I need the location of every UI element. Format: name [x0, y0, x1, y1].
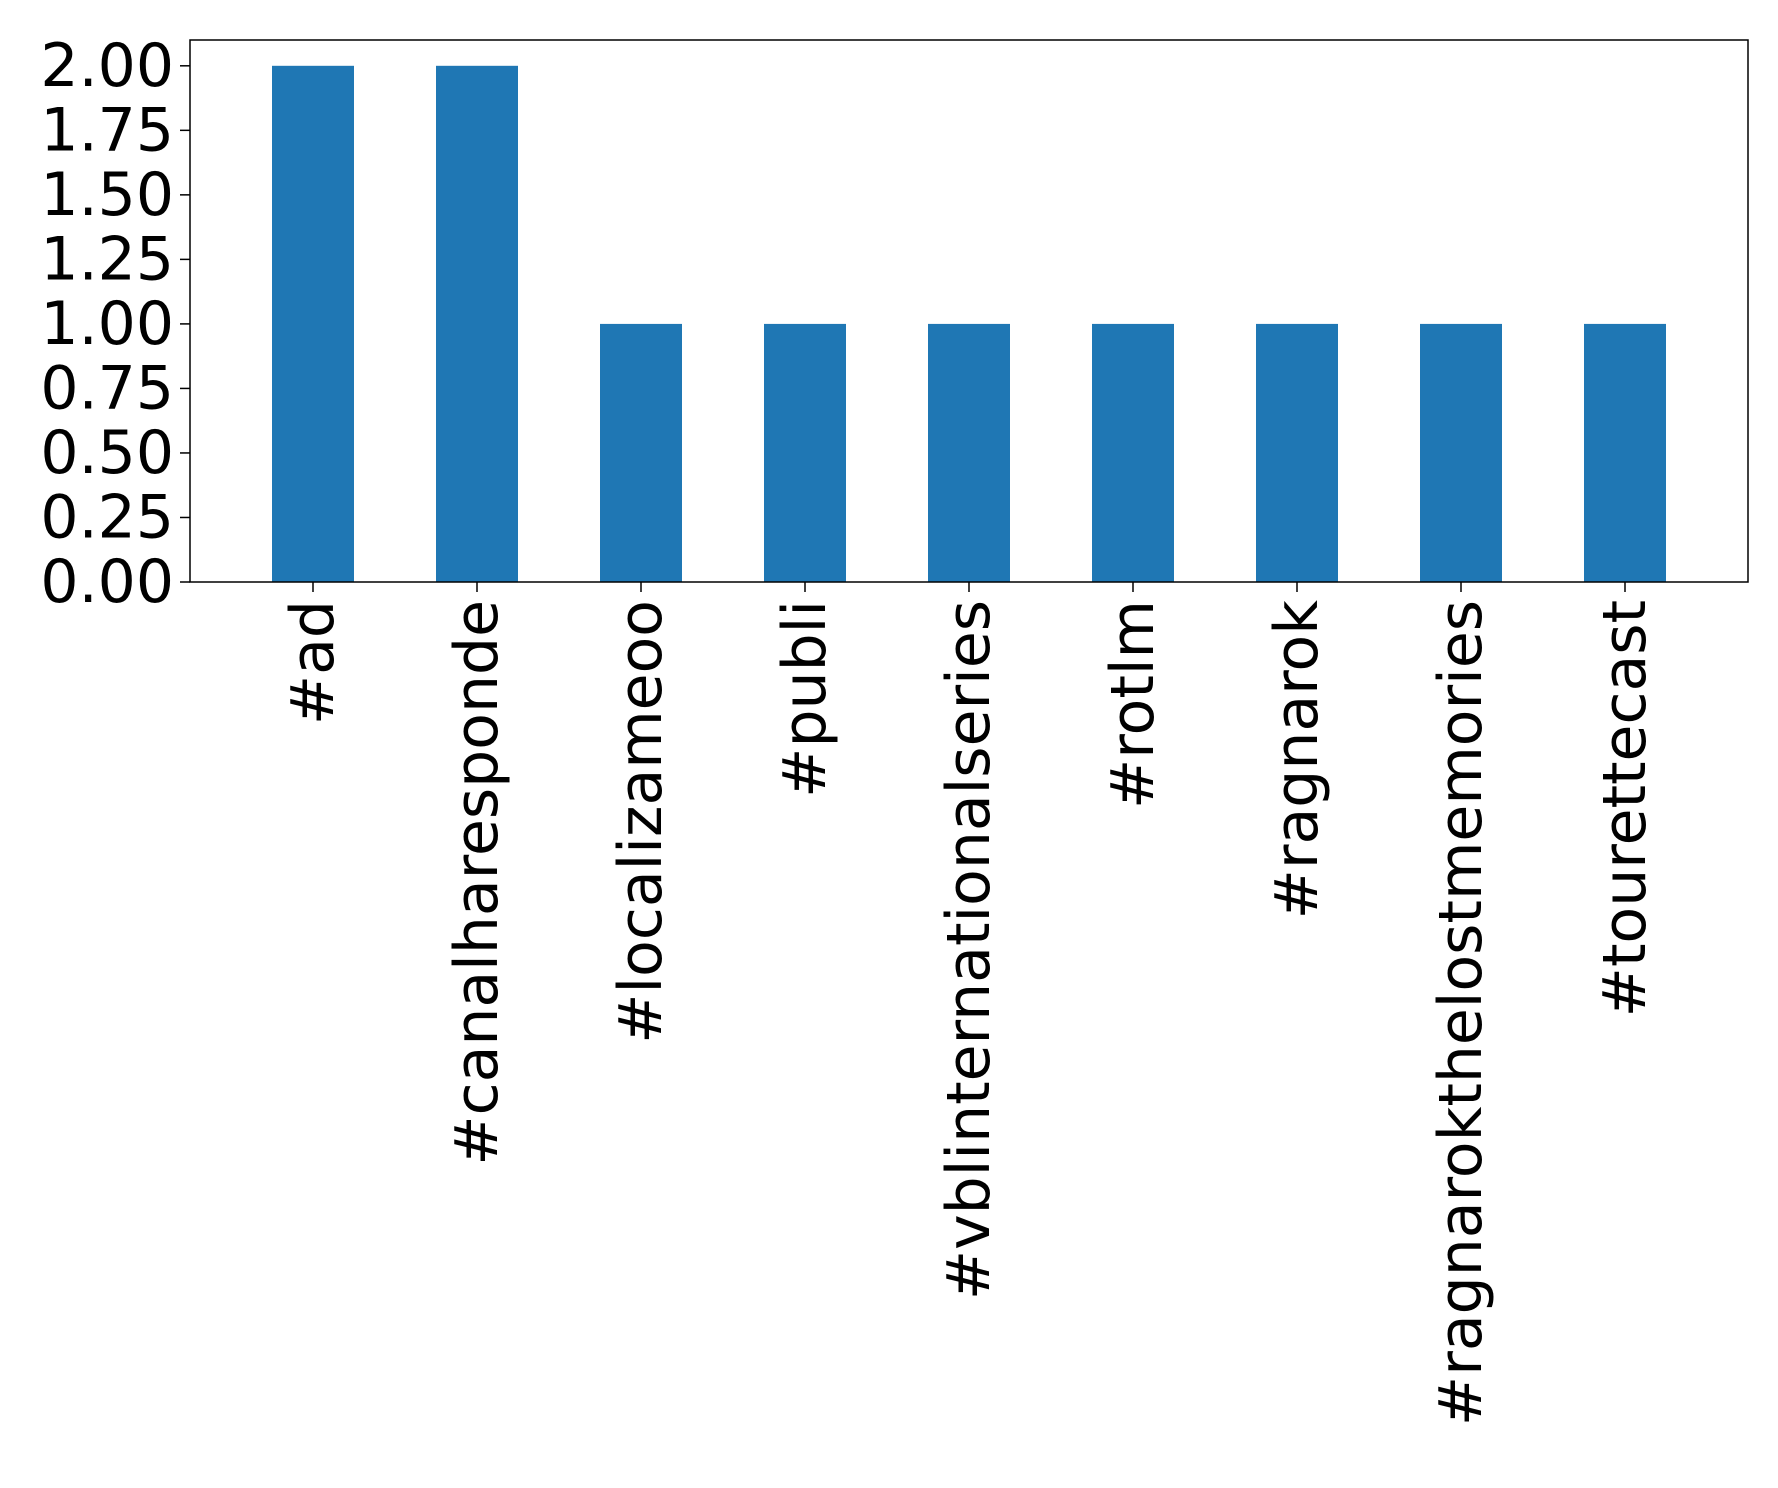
plot-area [189, 39, 1749, 583]
x-tick-label: #ad [278, 600, 348, 725]
x-tick-label: #tourettecast [1590, 600, 1660, 1017]
y-tick-label: 1.25 [40, 224, 174, 294]
y-tick-label: 1.75 [40, 95, 174, 165]
y-tick-label: 0.50 [40, 418, 174, 488]
x-tick-label: #localizameoo [606, 600, 676, 1044]
y-tick-label: 0.75 [40, 353, 174, 423]
bar-vblinternationalseries [928, 323, 1010, 582]
bar-localizameoo [600, 323, 682, 582]
y-tick-label: 1.50 [40, 160, 174, 230]
x-tick-label: #ragnarokthelostmemories [1426, 600, 1496, 1426]
x-axis: #ad #canalharesponde #localizameoo #publi #v… [278, 582, 1660, 1426]
bar-tourettecast [1584, 323, 1666, 582]
y-axis: 0.000.250.500.751.001.251.501.752.00 [40, 31, 190, 617]
bar-ragnarokthelostmemories [1420, 323, 1502, 582]
x-tick-label: #vblinternationalseries [934, 600, 1004, 1300]
bar-rotlm [1092, 323, 1174, 582]
y-tick-label: 0.25 [40, 482, 174, 552]
x-tick-label: #publi [770, 600, 840, 798]
y-tick-label: 2.00 [40, 31, 174, 101]
y-tick-label: 0.00 [40, 547, 174, 617]
bars-group [272, 65, 1666, 583]
x-tick-label: #rotlm [1098, 600, 1168, 809]
bar-canalharesponde [436, 65, 518, 583]
bar-ad [272, 65, 354, 583]
x-tick-label: #ragnarok [1262, 600, 1332, 920]
bar-publi [764, 323, 846, 582]
bar-ragnarok [1256, 323, 1338, 582]
y-tick-label: 1.00 [40, 289, 174, 359]
x-tick-label: #canalharesponde [442, 600, 512, 1166]
